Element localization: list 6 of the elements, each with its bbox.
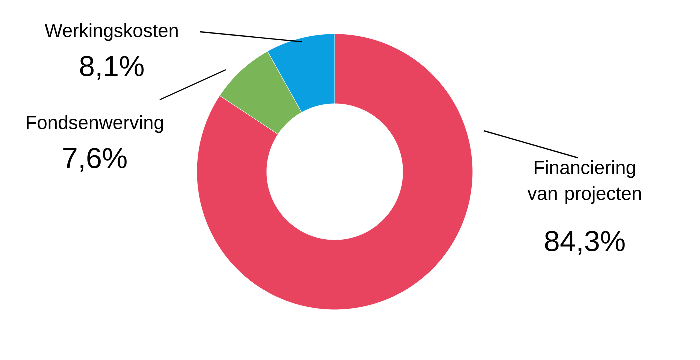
data-label: 84,3% xyxy=(545,231,625,255)
data-label: 7,6% xyxy=(64,148,127,172)
slice-label: Fondsenwerving xyxy=(27,116,164,134)
slice-label: Werkingskosten xyxy=(44,24,178,42)
data-label: 8,1% xyxy=(80,56,144,80)
slice-label: Financiering van projecten xyxy=(528,160,642,204)
